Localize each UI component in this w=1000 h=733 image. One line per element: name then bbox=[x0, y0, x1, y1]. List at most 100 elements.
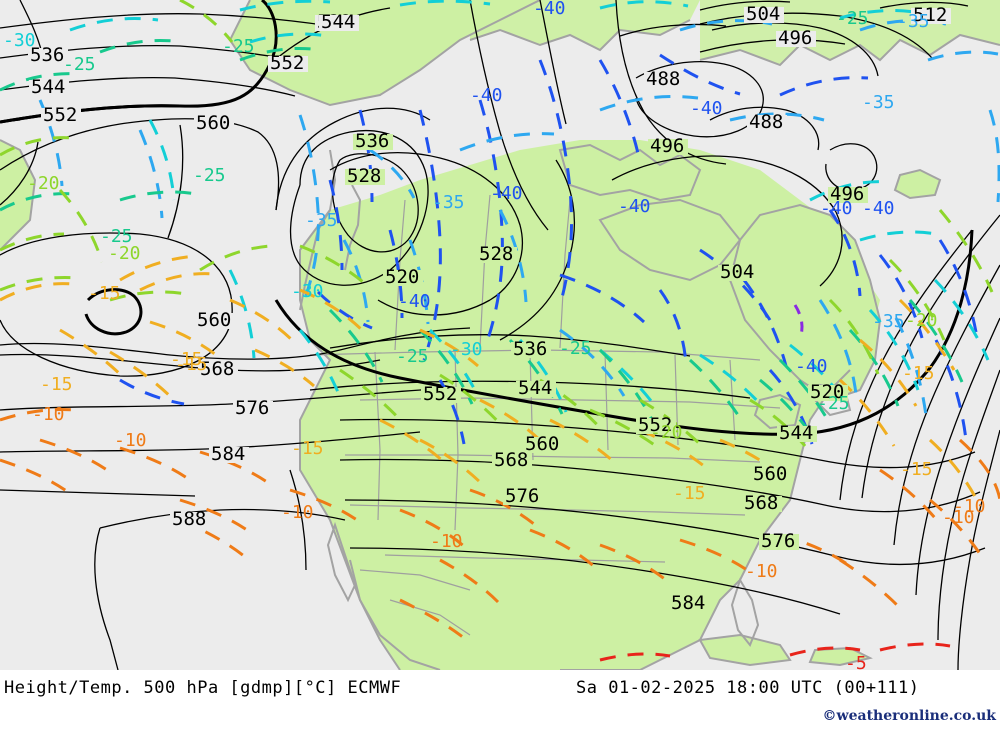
height-label-backplate bbox=[41, 108, 81, 124]
footer-validtime-label: Sa 01-02-2025 18:00 UTC (00+111) bbox=[576, 678, 920, 698]
height-contour-label: 544 bbox=[31, 76, 66, 98]
coastlines bbox=[0, 0, 1000, 670]
height-contour-label: 496 bbox=[778, 27, 813, 49]
height-contour-label: 544 bbox=[779, 422, 814, 444]
height-label-backplate bbox=[648, 139, 688, 155]
temperature-contour-label: -30 bbox=[291, 281, 324, 302]
temperature-contour-label: -10 bbox=[953, 496, 986, 517]
height-label-backplate bbox=[503, 489, 543, 505]
height-contour-label: 584 bbox=[211, 443, 246, 465]
temperature-contour-label: -40 bbox=[862, 198, 895, 219]
temperature-contour-label: -35 bbox=[872, 311, 905, 332]
height-contour-label: 536 bbox=[355, 130, 390, 152]
height-contour-label: 576 bbox=[235, 397, 270, 419]
height-contour-label: 544 bbox=[518, 377, 553, 399]
height-contour-label: 528 bbox=[347, 165, 382, 187]
temperature-contour-label: -25 bbox=[559, 338, 592, 359]
temperature-contour-label: -25 bbox=[817, 393, 850, 414]
temperature-contour-label: -15 bbox=[40, 374, 73, 395]
temperature-contour-label: -40 bbox=[533, 0, 566, 19]
height-contour-label: 552 bbox=[43, 104, 78, 126]
temperature-contour-label: -35 bbox=[432, 192, 465, 213]
temp-contour-minus5 bbox=[599, 642, 951, 662]
height-label-backplate bbox=[345, 169, 385, 185]
temperature-contour-label: -20 bbox=[108, 243, 141, 264]
height-contour-label: 520 bbox=[385, 266, 420, 288]
height-label-backplate bbox=[421, 387, 461, 403]
temperature-contour-label: -40 bbox=[618, 196, 651, 217]
temp-contour-purple-detail bbox=[793, 304, 804, 339]
height-label-backplate bbox=[742, 496, 782, 512]
temperature-contour-label: -25 bbox=[100, 226, 133, 247]
temperature-contour-label: -25 bbox=[396, 346, 429, 367]
temperature-contour-label: -40 bbox=[795, 356, 828, 377]
height-contour-label: 496 bbox=[650, 135, 685, 157]
temperature-contour-label: -25 bbox=[193, 165, 226, 186]
height-contour-label: 536 bbox=[30, 44, 65, 66]
height-contour-label: 560 bbox=[197, 309, 232, 331]
temperature-contour-label: -10 bbox=[942, 507, 975, 528]
height-contours bbox=[0, 0, 1000, 670]
height-contour-label: 488 bbox=[646, 68, 681, 90]
temperature-contour-label: -35 bbox=[862, 92, 895, 113]
temperature-contour-label: -40 bbox=[398, 291, 431, 312]
height-contour-label: 536 bbox=[513, 338, 548, 360]
height-contour-label: 504 bbox=[746, 3, 781, 25]
temperature-contour-label: -35 bbox=[305, 210, 338, 231]
height-label-backplate bbox=[751, 467, 791, 483]
height-contour-label: 552 bbox=[423, 383, 458, 405]
height-label-backplate bbox=[636, 418, 676, 434]
temperature-contour-label: -40 bbox=[490, 183, 523, 204]
temperature-contour-label: -30 bbox=[3, 30, 36, 51]
height-label-backplate bbox=[194, 116, 234, 132]
height-label-backplate bbox=[828, 187, 868, 203]
height-contour-label: 568 bbox=[744, 492, 779, 514]
temperature-contour-label: -15 bbox=[175, 354, 208, 375]
temperature-contour-label: -15 bbox=[902, 363, 935, 384]
temperature-contour-label: -15 bbox=[291, 438, 324, 459]
temperature-contour-label: -10 bbox=[32, 404, 65, 425]
weather-map-canvas[interactable]: 528 544 504 512 536 496 544 552 488 552 488 560 536 4… bbox=[0, 0, 1000, 670]
height-label-backplate bbox=[353, 134, 393, 150]
height-label-backplate bbox=[777, 426, 817, 442]
temperature-contour-label: -30 bbox=[450, 339, 483, 360]
height-label-backplate bbox=[747, 115, 787, 131]
height-label-backplate bbox=[268, 56, 308, 72]
temperature-contour-label: -40 bbox=[470, 85, 503, 106]
temperature-contour-label: -10 bbox=[745, 561, 778, 582]
height-label-backplate bbox=[511, 342, 551, 358]
height-contour-label: 568 bbox=[494, 449, 529, 471]
height-contour-label: 552 bbox=[638, 414, 673, 436]
height-label-backplate bbox=[644, 72, 684, 88]
height-label-backplate bbox=[319, 15, 359, 31]
height-label-backplate bbox=[744, 7, 784, 23]
height-label-backplate bbox=[383, 270, 423, 286]
footer-parameter-label: Height/Temp. 500 hPa [gdmp][°C] ECMWF bbox=[4, 678, 402, 698]
height-label-backplate bbox=[808, 385, 848, 401]
height-contour-label: 552 bbox=[270, 52, 305, 74]
height-label-backplate bbox=[477, 247, 517, 263]
temperature-contour-label: -25 bbox=[222, 36, 255, 57]
height-contour-label: 588 bbox=[172, 508, 207, 530]
temperature-contour-label: -40 bbox=[820, 198, 853, 219]
temperature-contour-label: -15 bbox=[673, 483, 706, 504]
height-label-backplate bbox=[776, 31, 816, 47]
map-svg bbox=[0, 0, 1000, 670]
temperature-contour-label: -20 bbox=[650, 422, 683, 443]
height-label-backplate bbox=[198, 362, 238, 378]
temperature-contour-label: -25 bbox=[836, 8, 869, 29]
temperature-contour-label: -15 bbox=[88, 283, 121, 304]
temp-contour-minus30 bbox=[69, 0, 990, 413]
height-label-backplate bbox=[170, 512, 210, 528]
height-contour-label: 512 bbox=[913, 4, 948, 26]
watermark-label: ©weatheronline.co.uk bbox=[822, 708, 996, 724]
temperature-contour-label: -15 bbox=[900, 459, 933, 480]
temperature-contour-label: -35 bbox=[897, 11, 930, 32]
height-label-backplate bbox=[492, 453, 532, 469]
height-label-backplate bbox=[718, 265, 758, 281]
height-label-backplate bbox=[209, 447, 249, 463]
temp-contour-minus40 bbox=[119, 53, 978, 445]
height-contour-label: 504 bbox=[720, 261, 755, 283]
height-label-backplate bbox=[195, 313, 235, 329]
